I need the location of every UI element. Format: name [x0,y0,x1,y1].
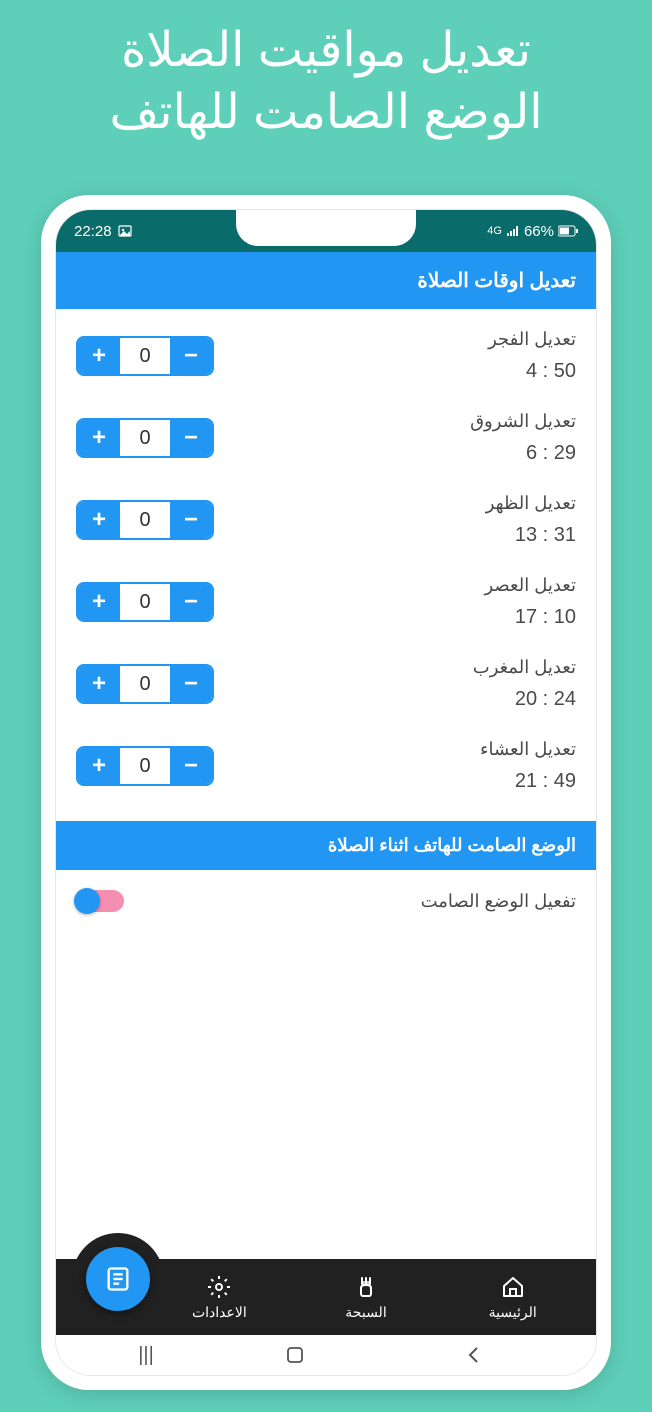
plus-button[interactable]: + [78,338,120,374]
prayer-info-shuruq: تعديل الشروق 6 : 29 [470,411,576,465]
plus-button[interactable]: + [78,420,120,456]
status-left: 22:28 [74,223,132,240]
sys-back-button[interactable] [466,1346,546,1364]
minus-button[interactable]: − [170,420,212,456]
prayer-row-isha: + 0 − تعديل العشاء 21 : 49 [76,739,576,793]
network-icon: 4G [487,225,502,237]
prayer-info-asr: تعديل العصر 17 : 10 [485,575,577,629]
content-area: + 0 − تعديل الفجر 4 : 50 + 0 − تعديل الش… [56,309,596,932]
prayer-label: تعديل الشروق [470,411,576,432]
prayer-label: تعديل العشاء [480,739,576,760]
nav-label-tasbih: السبحة [345,1304,386,1321]
signal-icon [506,225,520,237]
prayer-time: 6 : 29 [470,442,576,465]
plus-button[interactable]: + [78,584,120,620]
nav-item-tasbih[interactable]: السبحة [293,1274,440,1321]
prayer-label: تعديل الظهر [486,493,576,514]
stepper-asr: + 0 − [76,582,214,622]
prayer-row-asr: + 0 − تعديل العصر 17 : 10 [76,575,576,629]
prayer-row-fajr: + 0 − تعديل الفجر 4 : 50 [76,329,576,383]
plus-button[interactable]: + [78,502,120,538]
minus-button[interactable]: − [170,338,212,374]
prayer-info-fajr: تعديل الفجر 4 : 50 [488,329,576,383]
silent-section-header: الوضع الصامت للهاتف اثناء الصلاة [56,821,596,870]
sys-recent-button[interactable]: ||| [106,1344,186,1367]
battery-text: 66% [524,223,554,240]
promo-title: تعديل مواقيت الصلاة الوضع الصامت للهاتف [0,0,652,149]
minus-button[interactable]: − [170,502,212,538]
prayer-info-isha: تعديل العشاء 21 : 49 [480,739,576,793]
silent-enable-label: تفعيل الوضع الصامت [421,891,576,912]
stepper-maghrib: + 0 − [76,664,214,704]
system-nav: ||| [56,1335,596,1375]
plus-button[interactable]: + [78,748,120,784]
nav-label-settings: الاعدادات [192,1304,247,1321]
gallery-icon [118,224,132,238]
sys-home-button[interactable] [286,1346,366,1364]
fab-button[interactable] [86,1247,150,1311]
home-icon [500,1274,526,1300]
silent-toggle[interactable] [76,890,124,912]
status-time: 22:28 [74,223,112,240]
stepper-value: 0 [120,345,170,368]
gear-icon [206,1274,232,1300]
phone-screen: 22:28 4G 66% تعديل اوقات الصلاة [55,209,597,1376]
status-right: 4G 66% [487,223,578,240]
nav-item-home[interactable]: الرئيسية [439,1274,586,1321]
nav-label-home: الرئيسية [489,1304,537,1321]
minus-button[interactable]: − [170,748,212,784]
prayer-info-dhuhr: تعديل الظهر 13 : 31 [486,493,576,547]
prayer-info-maghrib: تعديل المغرب 20 : 24 [473,657,576,711]
app-header-title: تعديل اوقات الصلاة [417,270,576,292]
app-header: تعديل اوقات الصلاة [56,252,596,309]
minus-button[interactable]: − [170,666,212,702]
stepper-fajr: + 0 − [76,336,214,376]
document-icon [104,1265,132,1293]
prayer-row-dhuhr: + 0 − تعديل الظهر 13 : 31 [76,493,576,547]
minus-button[interactable]: − [170,584,212,620]
plus-button[interactable]: + [78,666,120,702]
prayer-row-shuruq: + 0 − تعديل الشروق 6 : 29 [76,411,576,465]
toggle-thumb [74,888,100,914]
nav-item-settings[interactable]: الاعدادات [146,1274,293,1321]
phone-notch [236,210,416,246]
stepper-value: 0 [120,673,170,696]
silent-enable-row: تفعيل الوضع الصامت [76,890,576,922]
promo-line-2: الوضع الصامت للهاتف [20,82,632,144]
stepper-value: 0 [120,427,170,450]
phone-frame: 22:28 4G 66% تعديل اوقات الصلاة [41,195,611,1390]
prayer-time: 4 : 50 [488,360,576,383]
stepper-dhuhr: + 0 − [76,500,214,540]
prayer-time: 17 : 10 [485,606,577,629]
stepper-isha: + 0 − [76,746,214,786]
stepper-shuruq: + 0 − [76,418,214,458]
promo-line-1: تعديل مواقيت الصلاة [20,20,632,82]
battery-icon [558,225,578,237]
prayer-time: 21 : 49 [480,770,576,793]
prayer-row-maghrib: + 0 − تعديل المغرب 20 : 24 [76,657,576,711]
prayer-label: تعديل الفجر [488,329,576,350]
tasbih-icon [353,1274,379,1300]
prayer-time: 13 : 31 [486,524,576,547]
prayer-label: تعديل المغرب [473,657,576,678]
prayer-label: تعديل العصر [485,575,577,596]
stepper-value: 0 [120,755,170,778]
stepper-value: 0 [120,509,170,532]
stepper-value: 0 [120,591,170,614]
prayer-time: 20 : 24 [473,688,576,711]
